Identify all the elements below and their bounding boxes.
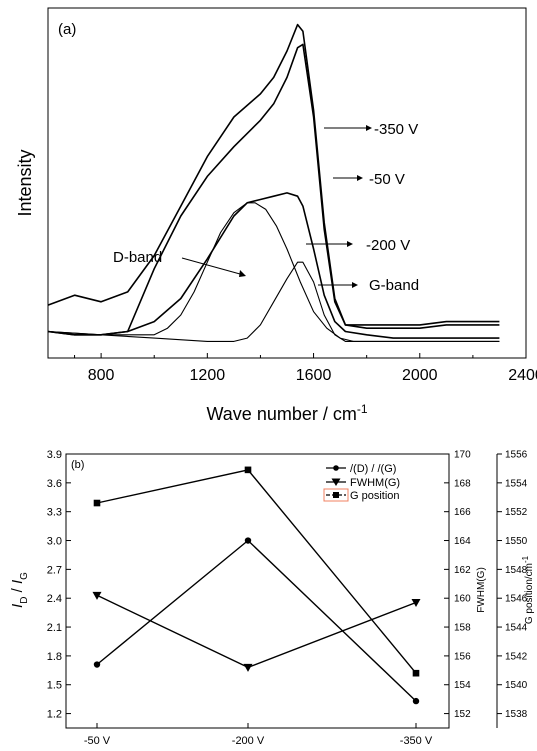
- annotation-200v: -200 V: [366, 237, 410, 254]
- panel-b-left-tick-label: 1.8: [47, 651, 62, 663]
- series-line-350-v: [47, 23, 500, 326]
- panel-b-left-tick-label: 3.9: [47, 449, 62, 461]
- panel-a-frame: [47, 7, 527, 359]
- panel-b-left-tick-label: 2.4: [47, 593, 62, 605]
- annotation-arrow-d-band: [181, 257, 241, 275]
- panel-b-fwhm-tick-label: 154: [454, 680, 471, 691]
- panel-b-label: (b): [71, 459, 84, 471]
- ylabel-i-g: I: [9, 580, 26, 584]
- panel-a-annotations: -350 V -50 V -200 V D-band G-band: [113, 121, 419, 294]
- panel-a-raman-spectra: (a) Intensity Wave number / cm-1 800 1200…: [15, 7, 537, 424]
- data-point-g-position: [93, 499, 101, 507]
- panel-b-left-tick-label: 1.5: [47, 680, 62, 692]
- panel-b-gpos-tick-label: 1546: [505, 594, 528, 605]
- legend-marker-gpos: [333, 492, 339, 498]
- data-point-i-d-i-g: [244, 537, 252, 544]
- annotation-arrowhead-50v: [357, 175, 363, 181]
- panel-a-y-axis-label: Intensity: [15, 149, 35, 216]
- panel-b-x-tick-label: -350 V: [400, 735, 433, 747]
- panel-b-gpos-tick-label: 1540: [505, 680, 528, 691]
- panel-a-x-tick-label: 800: [88, 367, 115, 384]
- annotation-d-band: D-band: [113, 249, 162, 266]
- gpos-label-sup: -1: [521, 555, 530, 563]
- panel-a-x-tick-label: 1200: [190, 367, 226, 384]
- series-line-50-v: [47, 43, 500, 336]
- ylabel-sub-d: D: [19, 597, 30, 604]
- panel-b-fwhm-tick-label: 160: [454, 594, 471, 605]
- panel-b-fwhm-tick-label: 156: [454, 651, 471, 662]
- annotation-350v: -350 V: [374, 121, 418, 138]
- series-line-fwhm-g: [96, 594, 417, 669]
- data-point-g-position: [244, 466, 252, 474]
- panel-b-left-axis-label: ID / IG: [9, 572, 30, 608]
- panel-b-gpos-tick-label: 1550: [505, 536, 528, 547]
- ylabel-i-d: I: [9, 604, 26, 608]
- panel-b-fwhm-tick-label: 152: [454, 709, 471, 720]
- panel-b-gpos-tick-label: 1554: [505, 478, 528, 489]
- panel-b-x-tick-label: -200 V: [232, 735, 265, 747]
- panel-b-parameters: (b) ID / IG FWHM(G) G position/cm-1 1.21…: [9, 449, 535, 747]
- panel-b-gpos-tick-label: 1538: [505, 709, 528, 720]
- ylabel-slash: /: [9, 584, 26, 597]
- panel-b-fwhm-tick-label: 168: [454, 478, 471, 489]
- legend-label-gpos: G position: [350, 490, 400, 502]
- panel-a-x-axis-label-text: Wave number / cm: [206, 404, 356, 424]
- data-point-i-d-i-g: [412, 697, 420, 705]
- annotation-g-band: G-band: [369, 277, 419, 294]
- panel-a-x-tick-label: 2400: [508, 367, 537, 384]
- panel-b-gpos-tick-label: 1548: [505, 565, 528, 576]
- panel-b-x-tick-label: -50 V: [84, 735, 111, 747]
- panel-b-legend: /(D) / /(G) FWHM(G) G position: [323, 463, 400, 502]
- panel-b-gpos-tick-label: 1556: [505, 450, 528, 461]
- panel-b-gpos-tick-label: 1552: [505, 507, 528, 518]
- panel-b-right-axis-label-gpos: G position/cm-1: [521, 555, 535, 624]
- legend-box-gpos: [323, 488, 349, 502]
- legend-marker-fwhm: [331, 478, 341, 486]
- data-point-fwhm-g: [243, 663, 253, 672]
- panel-a-label: (a): [58, 21, 76, 38]
- data-point-i-d-i-g: [93, 661, 101, 668]
- panel-b-left-tick-label: 3.6: [47, 478, 62, 490]
- panel-b-fwhm-tick-label: 162: [454, 565, 471, 576]
- panel-b-right-axis-label-fwhm: FWHM(G): [476, 567, 487, 613]
- legend-label-idig: /(D) / /(G): [350, 463, 396, 475]
- annotation-arrowhead-g-band: [352, 282, 358, 288]
- panel-b-left-tick-label: 2.7: [47, 564, 62, 576]
- panel-b-series: [92, 466, 421, 705]
- data-point-fwhm-g: [92, 591, 102, 600]
- panel-b-left-tick-label: 1.2: [47, 709, 62, 721]
- panel-b-left-tick-label: 2.1: [47, 622, 62, 634]
- annotation-arrowhead-200v: [347, 241, 353, 247]
- panel-b-fwhm-tick-label: 164: [454, 536, 471, 547]
- legend-label-fwhm: FWHM(G): [350, 477, 400, 489]
- panel-b-frame: [65, 453, 450, 729]
- panel-a-x-tick-label: 1600: [296, 367, 332, 384]
- annotation-arrowhead-d-band: [239, 270, 246, 277]
- gpos-label-text: G position/cm: [524, 563, 535, 624]
- panel-a-series: [47, 23, 500, 342]
- series-line-200-v: [47, 192, 500, 339]
- panel-a-x-ticks: 800 1200 1600 2000 2400: [74, 353, 537, 384]
- panel-a-x-axis-label: Wave number / cm-1: [206, 402, 367, 424]
- series-line-d-band: [47, 202, 500, 342]
- data-point-g-position: [412, 669, 420, 677]
- ylabel-sub-g: G: [19, 572, 30, 580]
- series-line-g-band: [47, 261, 500, 342]
- data-point-fwhm-g: [411, 599, 421, 608]
- panel-a-x-tick-label: 2000: [402, 367, 438, 384]
- panel-b-fwhm-tick-label: 158: [454, 623, 471, 634]
- legend-marker-idig: [333, 465, 339, 471]
- panel-b-left-tick-label: 3.0: [47, 536, 62, 548]
- annotation-50v: -50 V: [369, 171, 405, 188]
- panel-b-fwhm-tick-label: 166: [454, 507, 471, 518]
- panel-b-fwhm-tick-label: 170: [454, 450, 471, 461]
- panel-b-gpos-tick-label: 1544: [505, 623, 528, 634]
- panel-a-x-axis-label-sup: -1: [357, 402, 368, 416]
- panel-b-gpos-tick-label: 1542: [505, 651, 528, 662]
- panel-b-axes: 1.2 1.5 1.8 2.1 2.4 2.7 3.0 3.3 3.6 3.9 152 154 156 1…: [47, 449, 528, 747]
- panel-b-left-tick-label: 3.3: [47, 507, 62, 519]
- annotation-arrowhead-350v: [366, 125, 372, 131]
